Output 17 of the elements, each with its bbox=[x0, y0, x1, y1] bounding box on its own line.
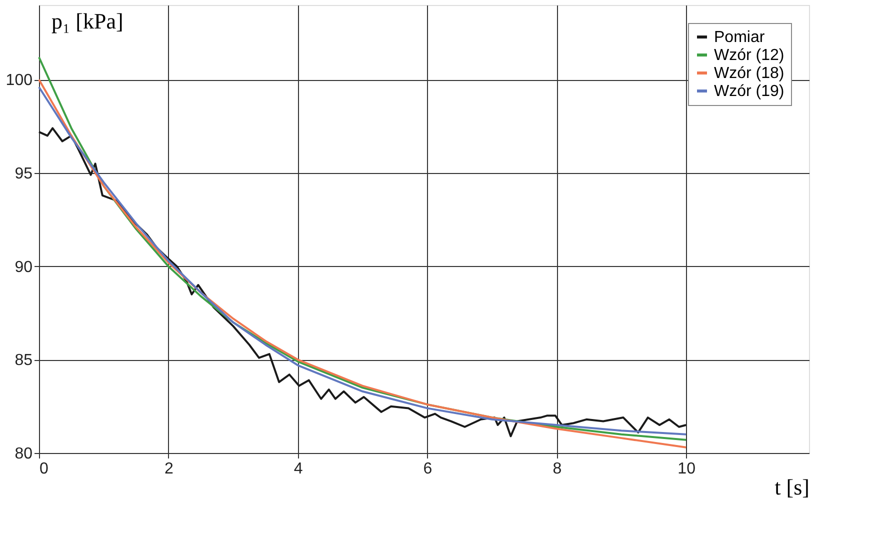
legend-label: Pomiar bbox=[714, 29, 766, 46]
x-axis-title: t [s] bbox=[774, 474, 810, 500]
x-tick-label: 4 bbox=[294, 460, 303, 478]
y-tick-label: 80 bbox=[14, 446, 33, 462]
y-tick-label: 100 bbox=[6, 72, 33, 90]
y-tick-label: 95 bbox=[14, 166, 33, 182]
x-tick-label: 8 bbox=[552, 460, 562, 478]
legend-label: Wzór (19) bbox=[714, 83, 784, 100]
legend-label: Wzór (12) bbox=[714, 47, 784, 64]
x-tick-label: 2 bbox=[164, 460, 174, 478]
x-tick-label: 6 bbox=[423, 460, 432, 478]
legend-label: Wzór (18) bbox=[714, 65, 784, 82]
y-tick-label: 90 bbox=[14, 258, 33, 276]
y-axis-title: p₁ [kPa] bbox=[52, 8, 124, 34]
x-tick-label: 10 bbox=[678, 460, 696, 478]
y-tick-label: 85 bbox=[14, 352, 33, 370]
x-tick-label: 0 bbox=[40, 460, 48, 478]
